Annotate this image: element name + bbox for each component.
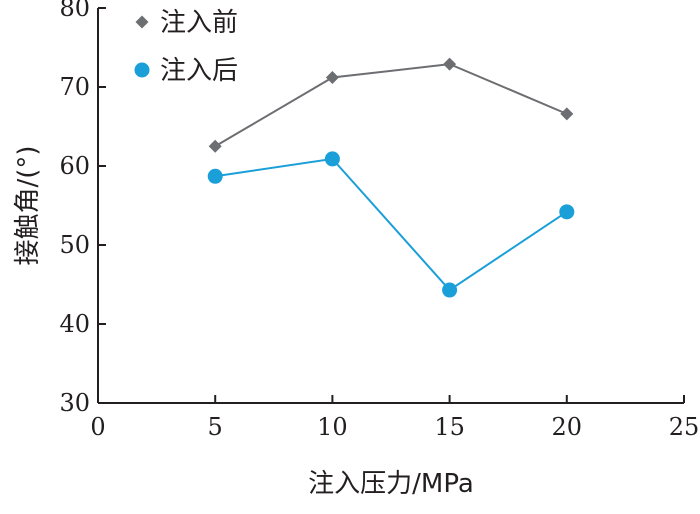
data-point: [208, 139, 222, 153]
x-tick-label: 10: [317, 413, 348, 441]
series-line: [214, 63, 568, 148]
legend-label: 注入前: [160, 8, 238, 38]
legend-item: 注入前: [135, 8, 238, 38]
y-axis-title: 接触角/(°): [13, 145, 43, 265]
data-point: [207, 168, 223, 184]
diamond-marker-icon: [135, 15, 149, 29]
x-tick-label: 0: [90, 413, 105, 441]
legend-label: 注入后: [160, 56, 238, 86]
data-point: [442, 282, 458, 298]
data-point: [559, 204, 575, 220]
x-tick-label: 5: [208, 413, 223, 441]
legend-item: 注入后: [134, 56, 238, 86]
data-point: [560, 107, 574, 121]
x-tick-label: 15: [434, 413, 465, 441]
data-point: [325, 71, 339, 85]
series-line: [215, 157, 568, 292]
series-2: [207, 151, 575, 298]
y-tick-label: 50: [59, 231, 90, 259]
series-1: [208, 57, 574, 153]
x-tick-label: 20: [552, 413, 583, 441]
circle-marker-icon: [134, 62, 150, 78]
data-point: [443, 57, 457, 71]
y-tick-label: 30: [59, 389, 90, 417]
axes: 0 5 10 15 20 25 30 40 50 60 70 80: [59, 0, 699, 441]
data-point: [324, 151, 340, 167]
x-axis-title: 注入压力/MPa: [308, 469, 474, 499]
series-layer: [207, 57, 575, 298]
x-tick-label: 25: [669, 413, 700, 441]
y-tick-label: 40: [59, 310, 90, 338]
y-tick-label: 60: [59, 152, 90, 180]
y-tick-label: 80: [59, 0, 90, 22]
y-tick-label: 70: [59, 73, 90, 101]
